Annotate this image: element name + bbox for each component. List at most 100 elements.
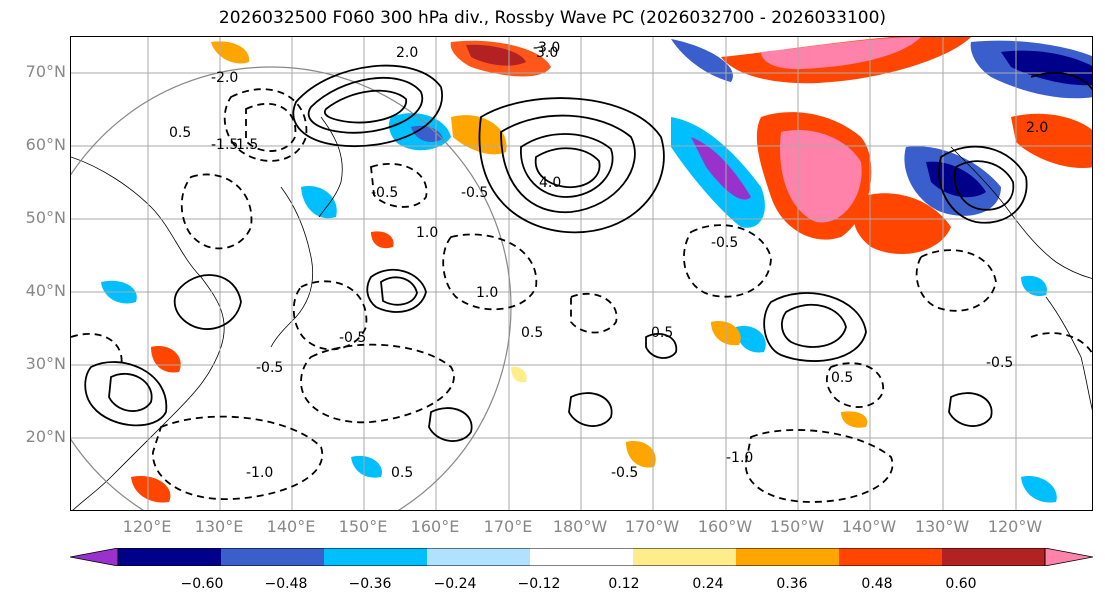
contour-label: -0.5 xyxy=(339,330,366,346)
lon-label-130e: 130°E xyxy=(194,517,244,536)
dashed-contour xyxy=(825,362,884,408)
colorbar-extend-low xyxy=(70,548,119,566)
colorbar-extend-high xyxy=(1044,548,1093,566)
colorbar-tick-label: −0.12 xyxy=(517,576,561,592)
shade-blob xyxy=(761,37,921,70)
lat-label-60n: 60°N xyxy=(25,135,66,154)
dashed-contour xyxy=(180,173,253,250)
solid-contour-layer xyxy=(84,64,1092,442)
lon-label-150w: 150°W xyxy=(769,517,825,536)
contour-label: 3.0 xyxy=(536,45,558,61)
shade-blob xyxy=(691,137,751,200)
colorbar-swatches xyxy=(118,548,1046,566)
solid-contour xyxy=(1030,72,1092,91)
colorbar-swatch xyxy=(839,548,943,566)
colorbar-swatch xyxy=(530,548,634,566)
map-canvas: 0.5 1.0 1.5 2.0 3.0 4.0 -0.5 -1.0 -1.5 -… xyxy=(71,37,1092,510)
solid-contour xyxy=(84,361,168,427)
contour-label: -0.5 xyxy=(986,355,1013,371)
shade-blob xyxy=(853,193,951,255)
shade-blob xyxy=(466,44,526,66)
dashed-contour xyxy=(570,292,618,334)
map-panel: 0.5 1.0 1.5 2.0 3.0 4.0 -0.5 -1.0 -1.5 -… xyxy=(70,36,1093,511)
dashed-contour-layer xyxy=(71,88,1092,503)
contour-label: 1.5 xyxy=(236,137,258,153)
solid-contour xyxy=(763,292,867,362)
contour-label: 4.0 xyxy=(539,175,561,191)
lon-label-130w: 130°W xyxy=(914,517,970,536)
solid-contour xyxy=(428,407,473,442)
shade-blob xyxy=(511,366,527,383)
contour-label: 2.0 xyxy=(396,45,418,61)
shade-blob xyxy=(371,231,394,249)
solid-contour xyxy=(500,114,636,214)
contour-label-layer: 0.5 1.0 1.5 2.0 3.0 4.0 -0.5 -1.0 -1.5 -… xyxy=(169,40,1048,481)
contour-label: -0.5 xyxy=(611,465,638,481)
contour-label: 1.0 xyxy=(416,225,438,241)
solid-contour xyxy=(173,274,242,330)
colorbar-tick-label: 0.36 xyxy=(776,576,808,592)
shading-layer xyxy=(101,37,1092,503)
lon-label-160e: 160°E xyxy=(410,517,460,536)
solid-contour xyxy=(534,147,601,189)
contour-label: 0.5 xyxy=(831,370,853,386)
shade-blob xyxy=(1021,275,1047,297)
shade-blob xyxy=(1001,50,1092,86)
lon-label-180w: 180°W xyxy=(552,517,608,536)
colorbar-tick-label: 0.24 xyxy=(692,576,724,592)
colorbar xyxy=(70,548,1093,566)
lon-label-170w: 170°W xyxy=(624,517,680,536)
shade-blob xyxy=(351,455,382,478)
colorbar-swatch xyxy=(633,548,737,566)
colorbar-tick-label: 0.60 xyxy=(945,576,977,592)
coastline-kamchatka xyxy=(318,116,343,218)
colorbar-swatch xyxy=(324,548,428,566)
colorbar-tick-label: −0.36 xyxy=(348,576,392,592)
shade-blob xyxy=(1011,113,1092,168)
colorbar-tick-label: −0.24 xyxy=(433,576,477,592)
colorbar-swatch xyxy=(118,548,222,566)
colorbar-swatch xyxy=(736,548,840,566)
lon-label-140w: 140°W xyxy=(841,517,897,536)
colorbar-tick-label: −0.48 xyxy=(264,576,308,592)
lon-label-170e: 170°E xyxy=(483,517,533,536)
colorbar-swatch xyxy=(942,548,1046,566)
dashed-contour xyxy=(370,162,428,208)
contour-label: -2.0 xyxy=(211,70,238,86)
solid-contour xyxy=(292,64,443,147)
contour-label: -1.0 xyxy=(246,465,273,481)
shade-blob xyxy=(211,41,250,64)
coastline-asia xyxy=(71,156,225,510)
shade-blob xyxy=(301,186,337,219)
shade-blob xyxy=(1021,476,1057,503)
dashed-contour xyxy=(1030,332,1092,356)
solid-contour xyxy=(478,97,665,234)
lat-label-30n: 30°N xyxy=(25,354,66,373)
contour-label: -1.0 xyxy=(726,450,753,466)
solid-contour xyxy=(366,268,427,313)
shade-blob xyxy=(131,476,171,503)
contour-label: 1.0 xyxy=(476,285,498,301)
colorbar-swatch xyxy=(221,548,325,566)
shade-blob xyxy=(671,39,733,82)
coastline-namerica-south xyxy=(1045,296,1092,411)
contour-label: -1.5 xyxy=(211,137,238,153)
dashed-contour xyxy=(442,233,538,311)
dashed-contour xyxy=(745,429,894,503)
solid-contour xyxy=(780,303,847,348)
contour-label: -0.5 xyxy=(711,235,738,251)
dashed-contour xyxy=(245,103,297,152)
lat-label-20n: 20°N xyxy=(25,427,66,446)
contour-label: -3.0 xyxy=(533,40,560,56)
shade-blob xyxy=(841,411,868,428)
solid-contour xyxy=(953,160,1015,211)
lat-label-70n: 70°N xyxy=(25,62,66,81)
contour-label: 0.5 xyxy=(521,325,543,341)
solid-contour xyxy=(520,133,614,198)
dashed-contour xyxy=(223,88,308,162)
colorbar-outline xyxy=(117,548,1046,566)
solid-contour xyxy=(948,392,993,427)
solid-contour xyxy=(568,392,613,427)
contour-label: 0.5 xyxy=(651,325,673,341)
shade-blob xyxy=(151,346,181,373)
